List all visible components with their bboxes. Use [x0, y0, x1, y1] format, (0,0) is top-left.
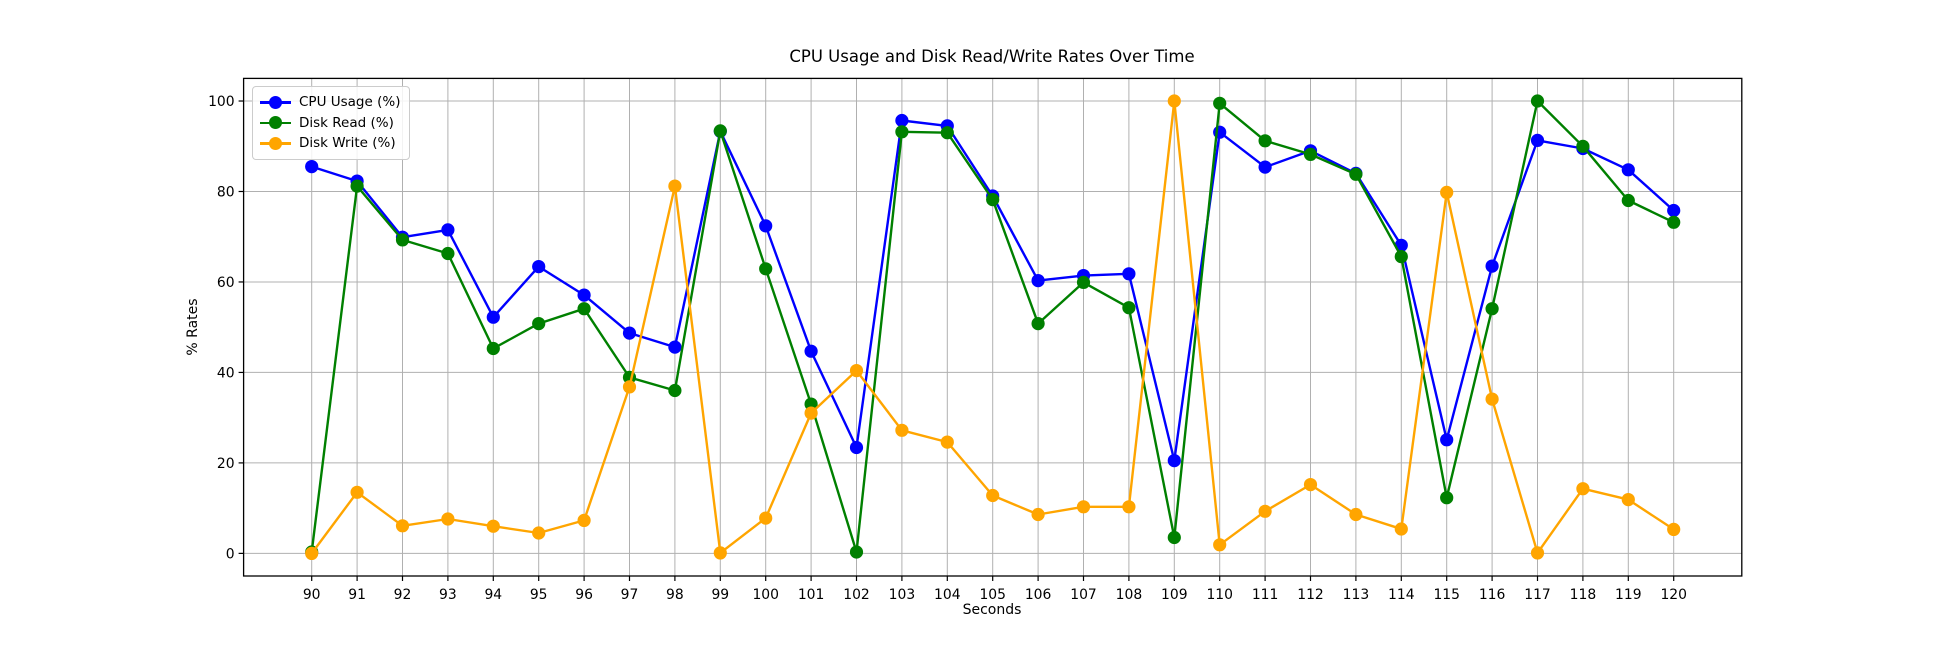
svg-text:91: 91 — [348, 587, 366, 603]
svg-text:93: 93 — [439, 587, 457, 603]
svg-text:112: 112 — [1297, 587, 1324, 603]
svg-text:95: 95 — [530, 587, 548, 603]
svg-text:80: 80 — [217, 184, 235, 200]
svg-text:113: 113 — [1343, 587, 1370, 603]
svg-text:92: 92 — [394, 587, 412, 603]
svg-text:97: 97 — [621, 587, 639, 603]
svg-text:100: 100 — [208, 94, 235, 110]
svg-text:0: 0 — [226, 546, 235, 562]
legend-dot-icon — [269, 116, 282, 130]
legend-dot-icon — [269, 95, 282, 109]
svg-text:94: 94 — [484, 587, 502, 603]
svg-text:60: 60 — [217, 275, 235, 291]
svg-text:99: 99 — [711, 587, 729, 603]
svg-text:111: 111 — [1252, 587, 1279, 603]
svg-text:101: 101 — [798, 587, 825, 603]
svg-text:106: 106 — [1025, 587, 1052, 603]
svg-text:102: 102 — [843, 587, 870, 603]
svg-text:20: 20 — [217, 456, 235, 472]
svg-text:40: 40 — [217, 365, 235, 381]
svg-text:114: 114 — [1388, 587, 1415, 603]
svg-text:115: 115 — [1433, 587, 1460, 603]
legend-line-marker-sample — [260, 116, 291, 130]
svg-text:90: 90 — [303, 587, 321, 603]
y-axis-label: % Rates — [185, 298, 201, 356]
svg-text:110: 110 — [1206, 587, 1233, 603]
svg-text:103: 103 — [889, 587, 916, 603]
legend-item-cpu-usage: CPU Usage (%) — [260, 92, 400, 113]
legend-line-marker-sample — [260, 95, 291, 109]
svg-text:98: 98 — [666, 587, 684, 603]
x-axis-label: Seconds — [962, 602, 1022, 618]
svg-text:105: 105 — [979, 587, 1006, 603]
svg-text:100: 100 — [752, 587, 779, 603]
legend: CPU Usage (%) Disk Read (%) Disk Write (… — [252, 86, 411, 160]
svg-text:117: 117 — [1524, 587, 1551, 603]
svg-text:96: 96 — [575, 587, 593, 603]
legend-line-marker-sample — [260, 136, 291, 150]
legend-item-disk-read: Disk Read (%) — [260, 113, 400, 134]
svg-text:120: 120 — [1660, 587, 1687, 603]
svg-text:104: 104 — [934, 587, 961, 603]
legend-item-disk-write: Disk Write (%) — [260, 133, 400, 154]
svg-text:109: 109 — [1161, 587, 1188, 603]
svg-text:107: 107 — [1070, 587, 1097, 603]
legend-dot-icon — [269, 136, 282, 150]
legend-item-label: Disk Write (%) — [299, 135, 396, 152]
legend-item-label: Disk Read (%) — [299, 114, 394, 131]
svg-text:119: 119 — [1615, 587, 1642, 603]
chart-title: CPU Usage and Disk Read/Write Rates Over… — [789, 47, 1195, 66]
legend-item-label: CPU Usage (%) — [299, 94, 401, 111]
svg-text:118: 118 — [1570, 587, 1597, 603]
svg-text:116: 116 — [1479, 587, 1506, 603]
svg-text:108: 108 — [1116, 587, 1143, 603]
